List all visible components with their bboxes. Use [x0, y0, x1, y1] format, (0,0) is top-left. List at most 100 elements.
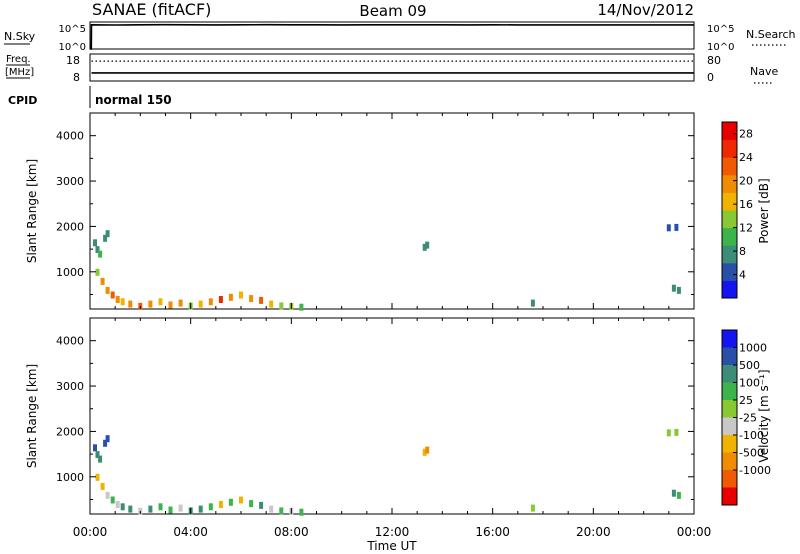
power-echo-cell [422, 243, 427, 251]
beam-title: Beam 09 [359, 2, 426, 20]
nsky-tick-top: 10^5 [59, 24, 86, 35]
velocity-colorbar-tick-label: -1000 [739, 464, 771, 477]
power-colorbar-tick-label: 28 [739, 128, 753, 141]
time-tick-label: 16:00 [475, 525, 510, 539]
velocity-colorbar-tick-label: -100 [739, 429, 764, 442]
power-colorbar-swatch [722, 210, 737, 229]
power-echo-cell [178, 299, 183, 307]
velocity-ytick-label: 1000 [56, 471, 84, 484]
velocity-echo-cell [530, 504, 535, 512]
power-colorbar-swatch [722, 245, 737, 264]
velocity-echo-cell [674, 428, 679, 436]
velocity-echo-cell [425, 446, 430, 454]
power-colorbar-tick-label: 12 [739, 222, 753, 235]
velocity-echo-cell [676, 491, 681, 499]
power-echo-cell [218, 296, 223, 303]
velocity-echo-cell [93, 444, 97, 452]
x-axis-label: Time UT [366, 539, 417, 553]
power-echo-cell [269, 300, 274, 308]
velocity-colorbar: 1000 500 100 25 -25 -100 -500 -1000 [721, 329, 771, 506]
velocity-echo-cell [148, 505, 153, 513]
power-echo-cell [666, 224, 671, 232]
power-echo-cell [671, 284, 676, 292]
power-echo-cell [208, 298, 213, 306]
freq-plot-area [91, 60, 694, 74]
nsky-panel-frame [89, 21, 695, 50]
velocity-echo-cell [100, 482, 105, 490]
nsky-series-line [90, 23, 694, 50]
velocity-colorbar-tick-label: -500 [739, 447, 764, 460]
velocity-echo-cell [259, 501, 264, 509]
velocity-echo-cell [103, 439, 108, 447]
power-echo-cell [530, 299, 535, 307]
power-colorbar-swatch [722, 157, 737, 176]
velocity-echo-cell [198, 505, 203, 513]
velocity-echo-cell [208, 503, 213, 511]
nsky-tick-bottom: 10^0 [59, 42, 86, 53]
nsearch-tick-top: 10^5 [707, 24, 734, 35]
time-tick-label: 20:00 [576, 525, 611, 539]
velocity-colorbar-swatch [722, 470, 737, 488]
station-title: SANAE (fitACF) [92, 0, 211, 19]
time-tick-label: 00:00 [73, 525, 108, 539]
power-ytick-label: 1000 [56, 266, 84, 279]
velocity-echo-cell [128, 505, 133, 513]
power-echo-cell [100, 277, 105, 285]
velocity-echo-cell [158, 503, 163, 511]
power-echo-cell [95, 268, 100, 276]
power-echo-cell [425, 241, 430, 249]
velocity-echo-cell [105, 435, 110, 443]
power-colorbar-swatch [722, 122, 737, 141]
cpid-value: normal 150 [95, 93, 172, 107]
time-tick-label: 04:00 [173, 525, 208, 539]
time-tick-label: 00:00 [677, 525, 712, 539]
velocity-echo-cell [98, 455, 103, 463]
velocity-echo-cell [249, 500, 254, 508]
power-ylabel: Slant Range [km] [25, 159, 39, 263]
power-echo-cell [95, 246, 100, 254]
power-echo-cell [249, 295, 254, 303]
power-echo-cell [105, 286, 110, 294]
time-tick-label: 08:00 [274, 525, 309, 539]
velocity-colorbar-tick-label: -25 [739, 412, 757, 425]
velocity-echo-cell [279, 507, 284, 515]
power-colorbar-label: Power [dB] [757, 178, 771, 243]
velocity-echo-cell [666, 429, 671, 437]
velocity-colorbar-swatch [722, 487, 737, 506]
velocity-echo-cell [422, 448, 427, 456]
velocity-colorbar-swatch [722, 347, 737, 366]
nsky-plot-area [90, 23, 694, 50]
freq-unit: [MHz] [5, 67, 34, 78]
velocity-colorbar-tick-label: 500 [739, 359, 760, 372]
power-echo-cell [279, 302, 284, 310]
freq-tick-top: 18 [66, 54, 80, 67]
nsearch-tick-bottom: 10^0 [707, 42, 734, 53]
velocity-colorbar-tick-label: 100 [739, 377, 760, 390]
velocity-ylabel: Slant Range [km] [25, 364, 39, 468]
time-axis: 00:00 04:00 08:00 12:00 16:00 20:00 00:00 [73, 525, 712, 539]
freq-panel-frame [89, 53, 695, 82]
power-echo-cell [168, 301, 173, 309]
nave-tick-top: 80 [707, 54, 721, 67]
power-echo-cell [239, 291, 243, 299]
cpid-label: CPID [8, 94, 37, 107]
power-colorbar-swatch [722, 139, 737, 158]
velocity-echo-cell [168, 506, 173, 514]
velocity-ytick-label: 2000 [56, 425, 84, 438]
velocity-ytick-label: 4000 [56, 335, 84, 348]
velocity-echo-cell [671, 489, 676, 497]
power-echo-cell [103, 234, 108, 242]
velocity-colorbar-swatch [722, 382, 737, 401]
power-colorbar-tick-label: 24 [739, 151, 753, 164]
power-colorbar-tick-label: 16 [739, 198, 753, 211]
power-colorbar-swatch [722, 174, 737, 193]
date-title: 14/Nov/2012 [597, 1, 694, 19]
nsearch-label: N.Search [746, 28, 796, 41]
freq-tick-bottom: 8 [73, 71, 80, 84]
velocity-colorbar-swatch [722, 400, 737, 418]
nsky-label: N.Sky [4, 30, 36, 43]
power-colorbar: 4 8 12 16 20 24 28 [721, 121, 753, 299]
velocity-echo-cell [105, 491, 110, 499]
time-tick-label: 12:00 [375, 525, 410, 539]
